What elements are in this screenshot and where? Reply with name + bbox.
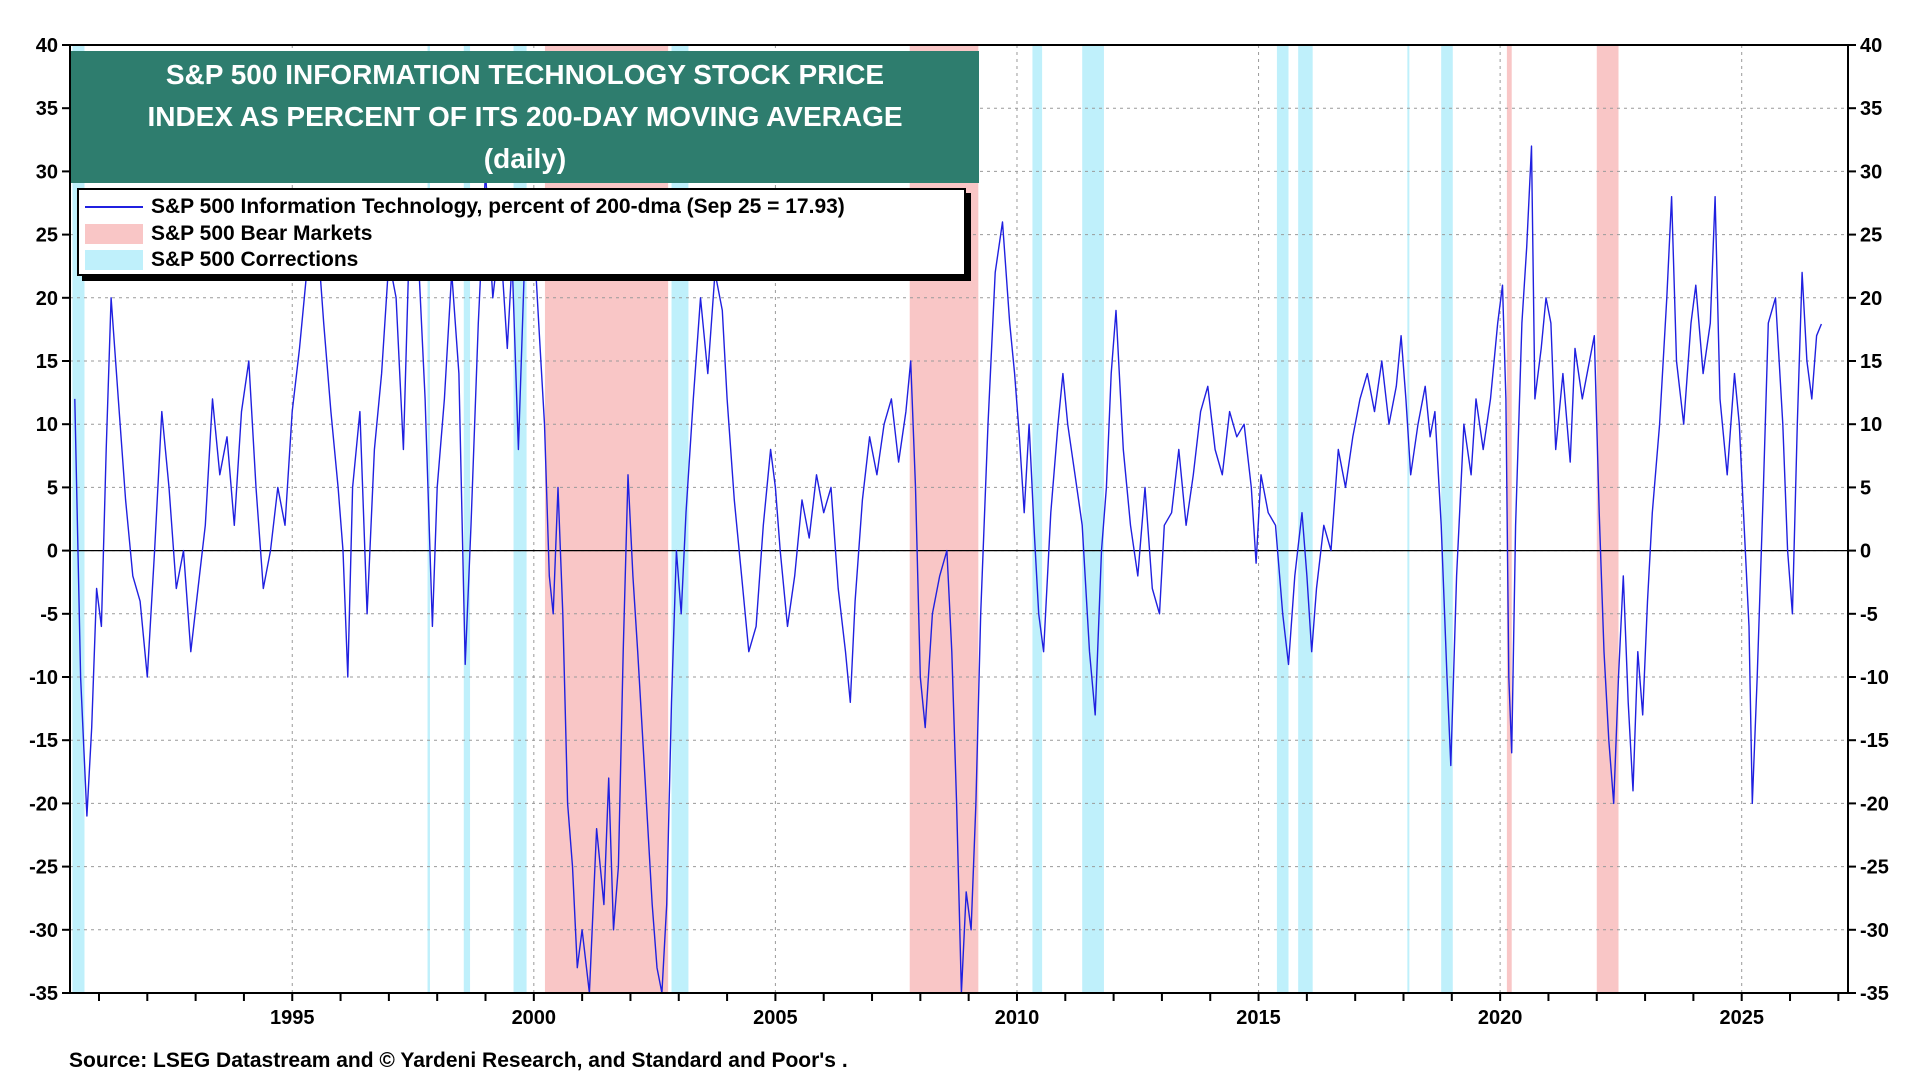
x-tick-label: 2005 <box>753 1007 798 1029</box>
y-tick-label-right: 5 <box>1860 477 1871 499</box>
legend-item-line: S&P 500 Information Technology, percent … <box>85 194 845 220</box>
y-tick-label-left: 5 <box>47 477 58 499</box>
legend-correction-label: S&P 500 Corrections <box>151 248 359 271</box>
y-tick-label-right: -30 <box>1860 920 1889 942</box>
legend-correction-swatch <box>85 250 143 270</box>
correction-band <box>72 45 85 993</box>
x-tick-label: 1995 <box>270 1007 315 1029</box>
y-tick-label-right: 25 <box>1860 225 1882 247</box>
y-tick-label-right: 15 <box>1860 351 1882 373</box>
y-tick-label-left: -10 <box>29 667 58 689</box>
y-tick-label-right: -20 <box>1860 793 1889 815</box>
legend-line-label: S&P 500 Information Technology, percent … <box>151 195 845 218</box>
title-line-2: INDEX AS PERCENT OF ITS 200-DAY MOVING A… <box>147 101 903 132</box>
y-tick-label-left: -30 <box>29 920 58 942</box>
legend-line-swatch <box>85 206 143 208</box>
plot-frame <box>69 44 1849 994</box>
y-tick-label-left: 25 <box>36 225 58 247</box>
correction-band <box>1407 45 1410 993</box>
bear-market-band <box>1506 45 1512 993</box>
legend-bear-label: S&P 500 Bear Markets <box>151 222 373 245</box>
y-tick-label-left: -35 <box>29 983 58 1005</box>
y-tick-label-right: 35 <box>1860 98 1882 120</box>
x-tick-label: 2000 <box>512 1007 557 1029</box>
y-tick-label-right: -10 <box>1860 667 1889 689</box>
y-tick-label-right: 10 <box>1860 414 1882 436</box>
correction-band <box>1441 45 1453 993</box>
y-tick-label-right: -5 <box>1860 604 1878 626</box>
legend-bear-swatch <box>85 224 143 244</box>
legend: S&P 500 Information Technology, percent … <box>77 188 966 276</box>
y-tick-label-left: 10 <box>36 414 58 436</box>
bear-market-band <box>1596 45 1619 993</box>
x-tick-label: 2015 <box>1236 1007 1281 1029</box>
legend-item-correction: S&P 500 Corrections <box>85 247 358 273</box>
y-tick-label-left: -20 <box>29 793 58 815</box>
y-tick-label-right: 30 <box>1860 161 1882 183</box>
y-tick-label-left: 15 <box>36 351 58 373</box>
y-tick-label-left: -25 <box>29 857 58 879</box>
correction-band <box>1032 45 1043 993</box>
correction-band <box>1276 45 1289 993</box>
y-tick-label-right: 40 <box>1860 35 1882 57</box>
y-tick-label-left: 40 <box>36 35 58 57</box>
y-tick-label-left: 0 <box>47 541 58 563</box>
correction-band <box>1298 45 1313 993</box>
x-tick-label: 2025 <box>1719 1007 1764 1029</box>
series-line-it-200dma <box>74 145 1823 994</box>
y-tick-label-left: 20 <box>36 288 58 310</box>
title-line-3: (daily) <box>483 143 567 174</box>
y-tick-label-right: 0 <box>1860 541 1871 563</box>
x-tick-label: 2020 <box>1478 1007 1523 1029</box>
legend-item-bear: S&P 500 Bear Markets <box>85 221 372 247</box>
y-tick-label-left: 35 <box>36 98 58 120</box>
y-tick-label-right: -25 <box>1860 857 1889 879</box>
chart-title: S&P 500 INFORMATION TECHNOLOGY STOCK PRI… <box>71 51 979 183</box>
y-tick-label-right: -35 <box>1860 983 1889 1005</box>
y-tick-label-left: -5 <box>40 604 58 626</box>
series-layer <box>74 145 1823 994</box>
source-note: Source: LSEG Datastream and © Yardeni Re… <box>69 1049 848 1072</box>
y-tick-label-right: 20 <box>1860 288 1882 310</box>
title-line-1: S&P 500 INFORMATION TECHNOLOGY STOCK PRI… <box>165 59 885 90</box>
correction-band <box>671 45 689 993</box>
y-tick-label-right: -15 <box>1860 730 1889 752</box>
y-tick-label-left: -15 <box>29 730 58 752</box>
correction-band <box>1082 45 1104 993</box>
x-tick-label: 2010 <box>995 1007 1040 1029</box>
y-tick-label-left: 30 <box>36 161 58 183</box>
correction-band <box>463 45 471 993</box>
